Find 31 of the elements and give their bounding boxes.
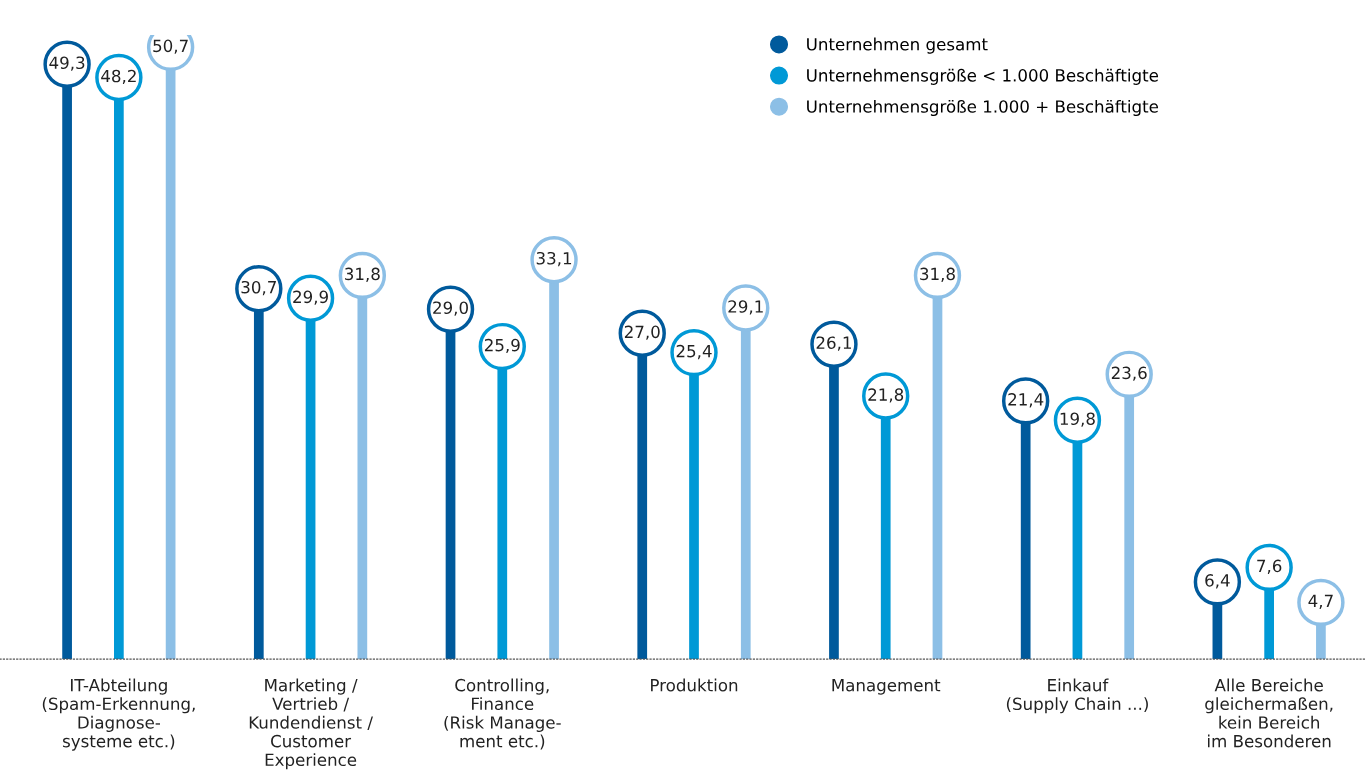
- x-tick-label: IT-Abteilung (Spam-Erkennung, Diagnose- systeme etc.): [42, 678, 195, 751]
- data-label: 25,4: [676, 344, 712, 360]
- data-label: 27,0: [624, 325, 660, 340]
- legend-label: Unternehmensgröße 1.000 + Beschäftigte: [807, 99, 1159, 117]
- data-label: 6,4: [1205, 574, 1230, 589]
- data-label: 31,8: [920, 267, 955, 282]
- x-tick-label: Marketing / Vertrieb / Kundendienst / Customer Experience: [249, 678, 373, 770]
- data-label: 31,8: [345, 267, 380, 282]
- data-label: 29,9: [293, 290, 328, 305]
- data-label: 21,4: [1008, 393, 1044, 408]
- x-tick-label: Management: [832, 679, 941, 695]
- x-tick-label: Produktion: [651, 678, 738, 692]
- x-tick-label: Controlling, Finance (Risk Manage- ment etc.): [444, 678, 561, 750]
- legend-label: Unternehmensgröße < 1.000 Beschäftigte: [807, 68, 1159, 85]
- data-label: 48,2: [101, 69, 136, 85]
- data-label: 25,9: [484, 338, 520, 354]
- data-label: 7,6: [1257, 559, 1282, 574]
- data-label: 4,7: [1308, 594, 1333, 609]
- data-label: 33,1: [536, 251, 572, 267]
- data-label: 26,1: [816, 336, 851, 351]
- data-label: 29,1: [728, 300, 763, 315]
- legend-label: Unternehmen gesamt: [807, 37, 988, 54]
- data-label: 30,7: [241, 280, 276, 296]
- data-label: 19,8: [1060, 412, 1095, 427]
- data-label: 21,8: [868, 388, 904, 403]
- x-tick-label: Einkauf (Supply Chain ...): [1006, 678, 1148, 714]
- data-label: 23,6: [1111, 366, 1147, 381]
- data-label: 50,7: [153, 39, 188, 54]
- data-label: 29,0: [433, 301, 468, 316]
- data-label: 49,3: [49, 56, 85, 71]
- x-tick-label: Alle Bereiche gleichermaßen, kein Bereich im Besonderen: [1205, 678, 1333, 748]
